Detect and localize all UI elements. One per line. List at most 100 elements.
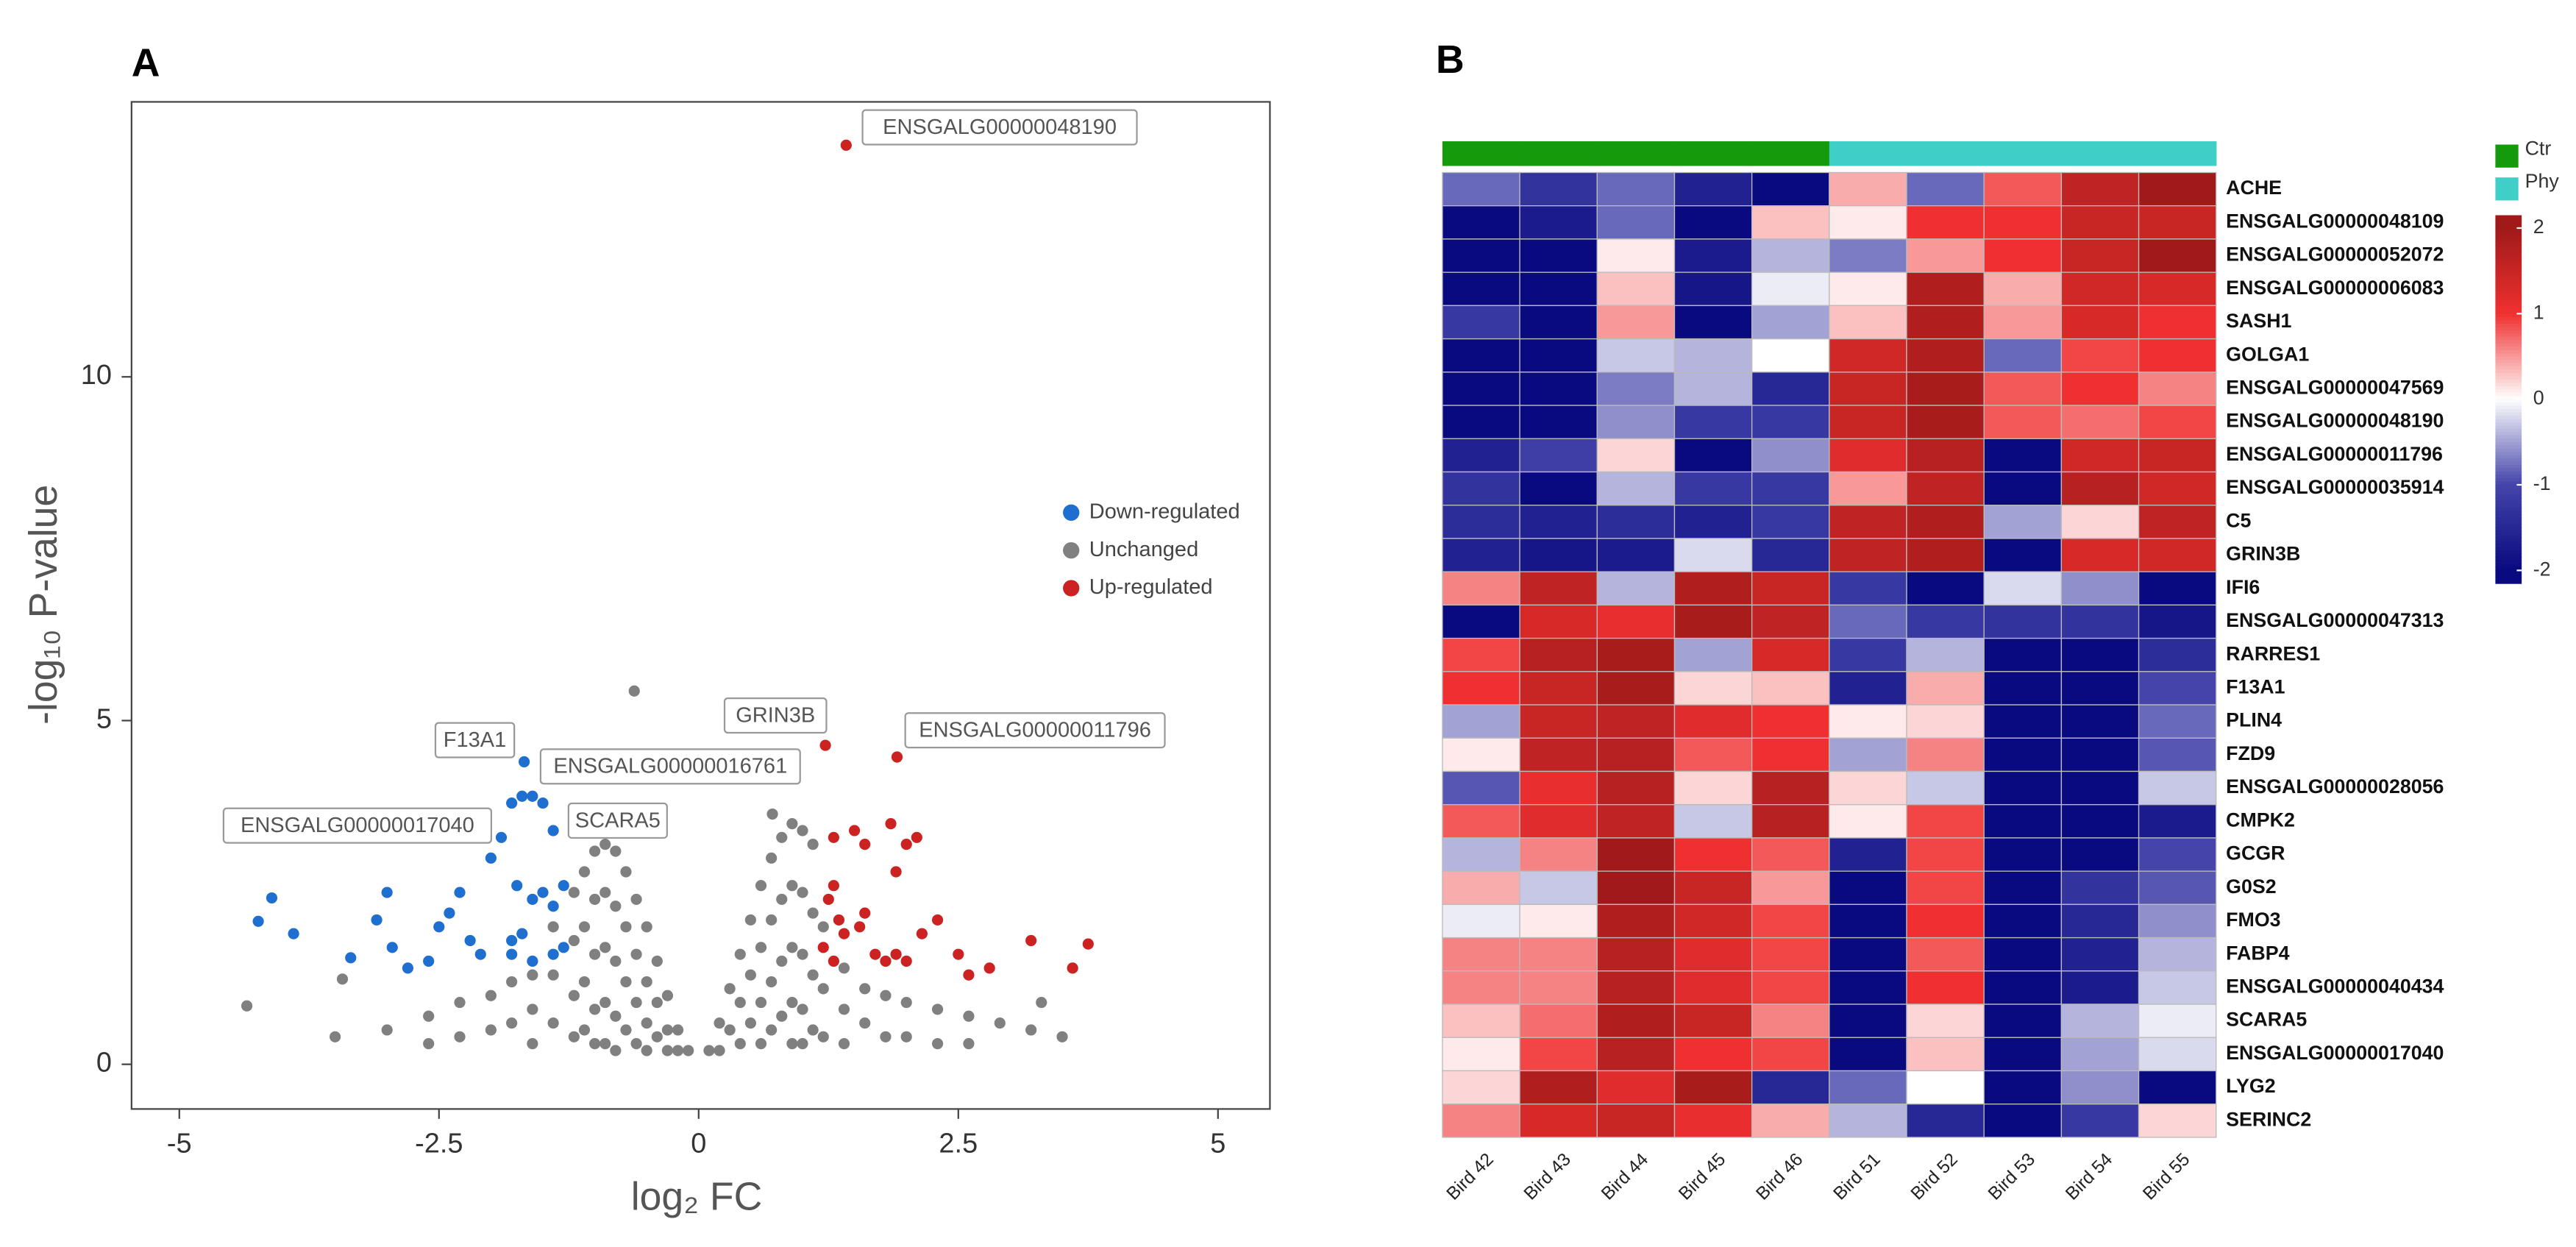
- heatmap-cell: [1519, 238, 1598, 273]
- colorbar-step: [2495, 300, 2522, 305]
- heatmap-cell: [1906, 1037, 1985, 1072]
- colorbar-step: [2495, 231, 2522, 236]
- colorbar-step: [2495, 477, 2522, 483]
- annotation: GRIN3B: [736, 703, 815, 727]
- data-point: [527, 790, 538, 802]
- data-point: [288, 928, 299, 939]
- data-point: [651, 1031, 663, 1042]
- heatmap-cell: [1829, 637, 1907, 672]
- colorbar-step: [2495, 402, 2522, 407]
- row-label: ENSGALG00000035914: [2226, 476, 2444, 498]
- data-point: [724, 983, 736, 995]
- colorbar-step: [2495, 419, 2522, 423]
- colorbar-step: [2495, 379, 2522, 384]
- data-point: [454, 1031, 466, 1042]
- data-point: [630, 996, 642, 1009]
- data-point: [1025, 934, 1037, 947]
- colorbar-step: [2495, 366, 2522, 371]
- colorbar-step: [2495, 251, 2522, 256]
- heatmap-cell: [1442, 970, 1520, 1005]
- colorbar-step: [2495, 553, 2522, 558]
- heatmap-cell: [1983, 1070, 2063, 1105]
- data-point: [381, 887, 393, 898]
- colorbar-step: [2495, 396, 2522, 400]
- data-point: [329, 1031, 341, 1042]
- data-point: [963, 969, 975, 981]
- heatmap-cell: [1906, 271, 1985, 307]
- heatmap-cell: [1673, 604, 1753, 639]
- heatmap-cell: [1829, 238, 1907, 273]
- colorbar-step: [2495, 471, 2522, 476]
- heatmap-cell: [1519, 538, 1598, 572]
- heatmap-cell: [1983, 903, 2063, 939]
- heatmap-cell: [1442, 505, 1520, 539]
- heatmap-cell: [1596, 1037, 1676, 1072]
- heatmap-cell: [1983, 1003, 2063, 1038]
- heatmap-cell: [1519, 937, 1598, 972]
- legend-label: Down-regulated: [1089, 500, 1240, 523]
- heatmap-cell: [1751, 438, 1830, 473]
- data-point: [766, 808, 778, 820]
- data-point: [724, 1024, 736, 1036]
- heatmap-cell: [1442, 903, 1520, 939]
- heatmap-cell: [1983, 837, 2063, 872]
- heatmap-cell: [1906, 471, 1985, 506]
- data-point: [620, 1024, 632, 1036]
- heatmap-cell: [1519, 171, 1598, 207]
- data-point: [983, 962, 995, 974]
- data-point: [599, 887, 611, 898]
- heatmap-cell: [1442, 171, 1520, 207]
- colorbar-step: [2495, 372, 2522, 377]
- data-point: [714, 1045, 725, 1056]
- data-point: [266, 892, 278, 904]
- heatmap-cell: [1983, 571, 2063, 606]
- heatmap-cell: [1673, 704, 1753, 739]
- colorbar-step: [2495, 544, 2522, 548]
- row-label: IFI6: [2226, 576, 2260, 598]
- heatmap-cell: [1519, 671, 1598, 706]
- heatmap-cell: [1906, 1104, 1985, 1138]
- data-point: [589, 948, 601, 960]
- heatmap-cell: [1673, 305, 1753, 340]
- heatmap-cell: [2060, 405, 2140, 439]
- data-point: [1056, 1031, 1068, 1042]
- data-point: [766, 914, 778, 926]
- row-label: ENSGALG00000048109: [2226, 210, 2444, 232]
- data-point: [651, 996, 663, 1009]
- row-label: ENSGALG00000006083: [2226, 277, 2444, 299]
- heatmap-cell: [2060, 205, 2140, 240]
- colorbar-step: [2495, 520, 2522, 525]
- group-legend-swatch: [2495, 144, 2519, 168]
- panel-label: A: [132, 40, 160, 85]
- heatmap-cell: [2060, 338, 2140, 373]
- heatmap-cell: [2138, 305, 2217, 340]
- data-point: [547, 948, 559, 960]
- heatmap-cell: [2060, 271, 2140, 307]
- data-point: [381, 1024, 393, 1036]
- colorbar-step: [2495, 271, 2522, 275]
- data-point: [766, 852, 778, 864]
- heatmap-cell: [1751, 903, 1830, 939]
- data-point: [371, 914, 383, 926]
- data-point: [807, 907, 819, 919]
- data-point: [589, 845, 601, 857]
- data-point: [547, 900, 559, 912]
- data-point: [963, 1010, 975, 1022]
- colorbar-tick-label: -1: [2533, 472, 2551, 494]
- heatmap-cell: [2138, 171, 2217, 207]
- heatmap-cell: [1751, 238, 1830, 273]
- heatmap-cell: [2138, 637, 2217, 672]
- colorbar-step: [2495, 327, 2522, 331]
- heatmap-cell: [1519, 305, 1598, 340]
- annotation-box: [904, 712, 1166, 749]
- data-point: [444, 907, 455, 919]
- data-point: [885, 818, 897, 830]
- heatmap-cell: [1751, 637, 1830, 672]
- heatmap-cell: [1906, 704, 1985, 739]
- data-point: [859, 1017, 871, 1029]
- data-point: [506, 948, 518, 960]
- colorbar-step: [2495, 504, 2522, 508]
- heatmap-cell: [1673, 405, 1753, 439]
- data-point: [828, 831, 839, 843]
- data-point: [485, 852, 497, 864]
